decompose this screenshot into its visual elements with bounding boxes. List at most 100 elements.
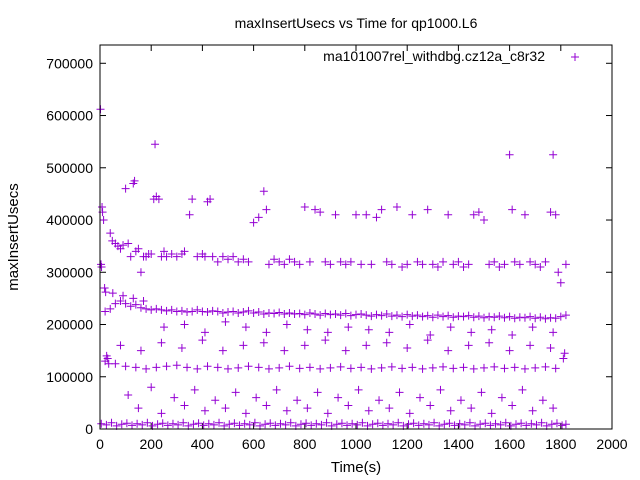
data-point [362,210,371,219]
data-point [158,419,167,428]
data-point [229,252,238,261]
data-point [204,419,213,428]
data-point [108,289,117,298]
data-point [459,312,468,321]
data-point [157,338,166,347]
data-point [119,241,128,250]
data-point [392,311,401,320]
data-point [139,297,148,305]
data-point [331,310,340,319]
data-point [439,257,448,266]
data-point [552,419,561,428]
data-point [520,210,529,219]
data-point [133,419,142,428]
data-point [252,393,261,402]
data-point [512,420,520,429]
data-point [221,404,230,413]
data-point [131,300,140,309]
data-point [450,421,459,430]
data-point [262,401,271,410]
data-point [249,309,258,318]
data-point [364,325,373,334]
data-point [179,418,188,427]
data-point [130,176,139,185]
data-point [336,311,345,320]
y-axis-title: maxInsertUsecs [5,183,22,291]
data-point [403,260,412,269]
data-point [465,418,474,427]
data-point [230,419,239,428]
data-point [129,294,138,303]
data-point [151,140,160,149]
data-point [384,419,392,428]
data-point [527,419,536,428]
data-point [554,268,563,277]
data-point [481,419,490,428]
data-point [449,260,458,269]
data-point [541,257,550,266]
data-point [168,419,177,428]
data-point [305,363,314,372]
x-tick-label: 1200 [392,436,423,452]
data-point [375,396,384,405]
data-point [245,420,254,429]
data-point [532,420,541,429]
data-point [428,313,437,322]
data-point [372,310,381,319]
x-tick-label: 200 [140,436,164,452]
data-point [259,187,268,196]
data-point [285,309,294,318]
data-point [116,341,125,350]
data-point [426,330,435,339]
data-point [416,393,424,402]
data-point [121,362,130,371]
data-point [454,312,463,321]
data-point [518,385,527,394]
data-point [280,260,289,269]
x-tick-label: 800 [293,436,317,452]
data-point [172,361,181,370]
data-point [163,421,172,430]
data-point [326,363,335,372]
data-point [531,260,540,269]
data-point [261,420,270,429]
data-point [373,419,382,428]
data-point [487,325,496,334]
data-point [520,364,529,373]
axis-ticks: 0 200 400 600 800 1000 1200 1400 1600 1800 2000 0 10… [46,45,628,452]
data-point [183,363,192,372]
data-point [270,309,279,318]
data-point [558,421,567,430]
y-tick-label: 400000 [46,212,93,228]
data-point [262,328,271,337]
data-point [508,401,517,410]
data-point [143,418,152,427]
data-point [307,421,316,430]
data-point [142,364,151,373]
data-point [352,310,360,319]
data-point [272,385,281,394]
data-point [323,409,332,418]
data-point [490,362,499,371]
data-point [405,320,414,329]
data-point [194,419,203,428]
data-point [528,323,537,332]
y-tick-label: 500000 [46,160,93,176]
data-point [526,312,535,321]
data-point [96,105,105,114]
data-point [510,314,519,323]
y-tick-label: 200000 [46,317,93,333]
data-point [193,305,202,314]
data-point [378,421,387,430]
data-point [167,305,176,314]
data-point [101,357,110,366]
data-point [131,363,140,372]
data-point [119,291,128,300]
data-point [357,260,366,269]
data-point [200,252,209,261]
data-point [444,346,453,355]
data-point [546,344,555,353]
data-point [541,362,550,371]
data-point [549,404,558,413]
